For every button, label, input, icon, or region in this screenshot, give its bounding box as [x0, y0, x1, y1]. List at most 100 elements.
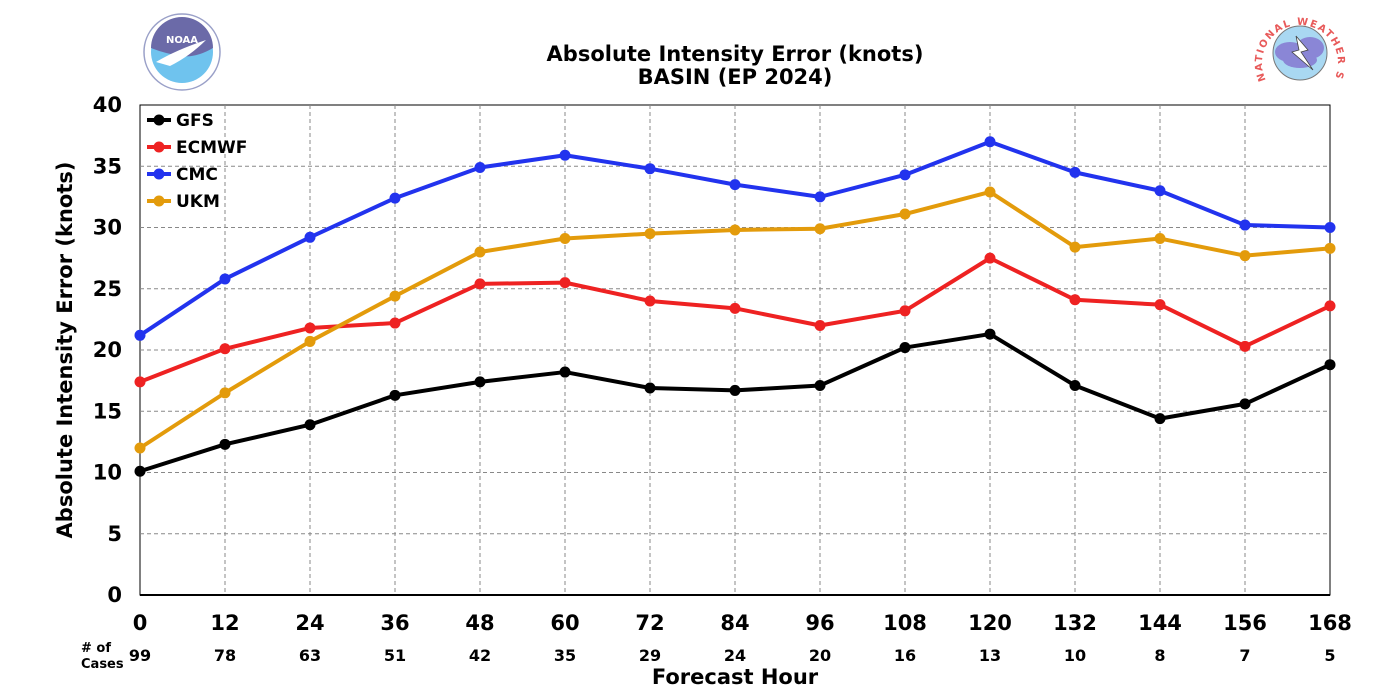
x-tick-label: 60: [550, 611, 579, 635]
data-point-cmc: [474, 161, 486, 173]
data-point-gfs: [474, 376, 486, 388]
data-point-gfs: [559, 366, 571, 378]
grid: [139, 104, 1331, 596]
x-axis-label: Forecast Hour: [652, 665, 819, 689]
data-point-gfs: [304, 419, 316, 431]
data-point-ukm: [1324, 242, 1336, 254]
data-point-cmc: [219, 273, 231, 285]
data-point-ukm: [1154, 233, 1166, 245]
y-axis-label: Absolute Intensity Error (knots): [53, 162, 77, 539]
data-point-gfs: [134, 465, 146, 477]
y-tick-label: 10: [93, 461, 122, 485]
data-point-gfs: [1324, 359, 1336, 371]
x-tick-label: 156: [1223, 611, 1267, 635]
data-point-ecmwf: [474, 278, 486, 290]
data-point-gfs: [1069, 380, 1081, 392]
legend-label-cmc: CMC: [176, 165, 218, 185]
data-point-ecmwf: [559, 277, 571, 289]
data-point-cmc: [389, 192, 401, 204]
y-tick-label: 20: [93, 338, 122, 362]
data-point-gfs: [729, 384, 741, 396]
case-count: 42: [469, 646, 491, 665]
data-point-ukm: [814, 223, 826, 235]
case-count: 16: [894, 646, 916, 665]
chart-subtitle: BASIN (EP 2024): [638, 65, 833, 89]
x-tick-label: 132: [1053, 611, 1097, 635]
data-point-cmc: [729, 179, 741, 191]
data-point-cmc: [899, 169, 911, 181]
data-point-gfs: [644, 382, 656, 394]
data-point-cmc: [1069, 166, 1081, 178]
case-count: 20: [809, 646, 831, 665]
x-tick-label: 0: [133, 611, 148, 635]
data-point-ecmwf: [219, 343, 231, 355]
data-point-ecmwf: [1154, 299, 1166, 311]
data-point-cmc: [304, 231, 316, 243]
data-point-ecmwf: [729, 302, 741, 314]
case-count: 35: [554, 646, 576, 665]
data-point-ecmwf: [389, 317, 401, 329]
y-tick-label: 40: [93, 93, 122, 117]
data-point-ukm: [219, 387, 231, 399]
case-count: 51: [384, 646, 406, 665]
case-count: 99: [129, 646, 151, 665]
data-point-ukm: [134, 442, 146, 454]
chart-title: Absolute Intensity Error (knots): [547, 42, 924, 66]
data-point-gfs: [1154, 413, 1166, 425]
data-point-gfs: [899, 342, 911, 354]
legend-label-gfs: GFS: [176, 111, 214, 131]
case-count: 13: [979, 646, 1001, 665]
data-point-ecmwf: [814, 320, 826, 331]
y-tick-label: 25: [93, 277, 122, 301]
data-point-ecmwf: [134, 376, 146, 388]
x-tick-label: 168: [1308, 611, 1352, 635]
cases-label-line1: # of: [81, 641, 111, 656]
data-point-ukm: [559, 233, 571, 245]
data-point-gfs: [814, 380, 826, 392]
data-point-ukm: [389, 290, 401, 302]
y-tick-label: 0: [107, 583, 122, 607]
data-point-cmc: [644, 163, 656, 175]
data-point-ecmwf: [984, 252, 996, 264]
data-point-ukm: [1069, 241, 1081, 253]
legend-marker-gfs: [153, 114, 165, 126]
data-point-cmc: [984, 136, 996, 148]
x-tick-label: 84: [720, 611, 749, 635]
data-point-cmc: [1324, 222, 1336, 233]
data-point-cmc: [1154, 185, 1166, 197]
data-point-cmc: [1239, 219, 1251, 231]
case-count: 63: [299, 646, 321, 665]
y-tick-label: 35: [93, 154, 122, 178]
x-tick-label: 36: [380, 611, 409, 635]
data-point-cmc: [814, 191, 826, 203]
data-point-ecmwf: [304, 322, 316, 334]
y-tick-label: 30: [93, 216, 122, 240]
data-point-ukm: [1239, 250, 1251, 262]
data-point-ukm: [729, 224, 741, 236]
legend-marker-cmc: [153, 168, 165, 180]
x-tick-label: 12: [210, 611, 239, 635]
data-point-ukm: [474, 246, 486, 258]
axes: 0 5 10 15 20 25 30 35 40 0 99 12 78 24 63 36 51 48 42 60 35 7…: [93, 93, 1352, 665]
legend-label-ecmwf: ECMWF: [176, 138, 247, 158]
noaa-logo-icon: NOAA: [143, 13, 221, 91]
case-count: 24: [724, 646, 746, 665]
case-count: 78: [214, 646, 236, 665]
x-tick-label: 48: [465, 611, 494, 635]
case-count: 5: [1324, 646, 1335, 665]
data-point-gfs: [984, 328, 996, 340]
case-count: 29: [639, 646, 661, 665]
x-tick-label: 120: [968, 611, 1012, 635]
data-point-ecmwf: [1069, 294, 1081, 306]
data-point-cmc: [559, 149, 571, 161]
data-point-gfs: [1239, 398, 1251, 410]
case-count: 7: [1239, 646, 1250, 665]
data-point-ecmwf: [1239, 340, 1251, 352]
y-tick-label: 15: [93, 399, 122, 423]
case-count: 10: [1064, 646, 1086, 665]
series: [134, 136, 1336, 477]
legend-marker-ecmwf: [153, 141, 165, 153]
x-tick-label: 24: [295, 611, 324, 635]
legend-label-ukm: UKM: [176, 192, 220, 212]
data-point-ecmwf: [1324, 300, 1336, 312]
